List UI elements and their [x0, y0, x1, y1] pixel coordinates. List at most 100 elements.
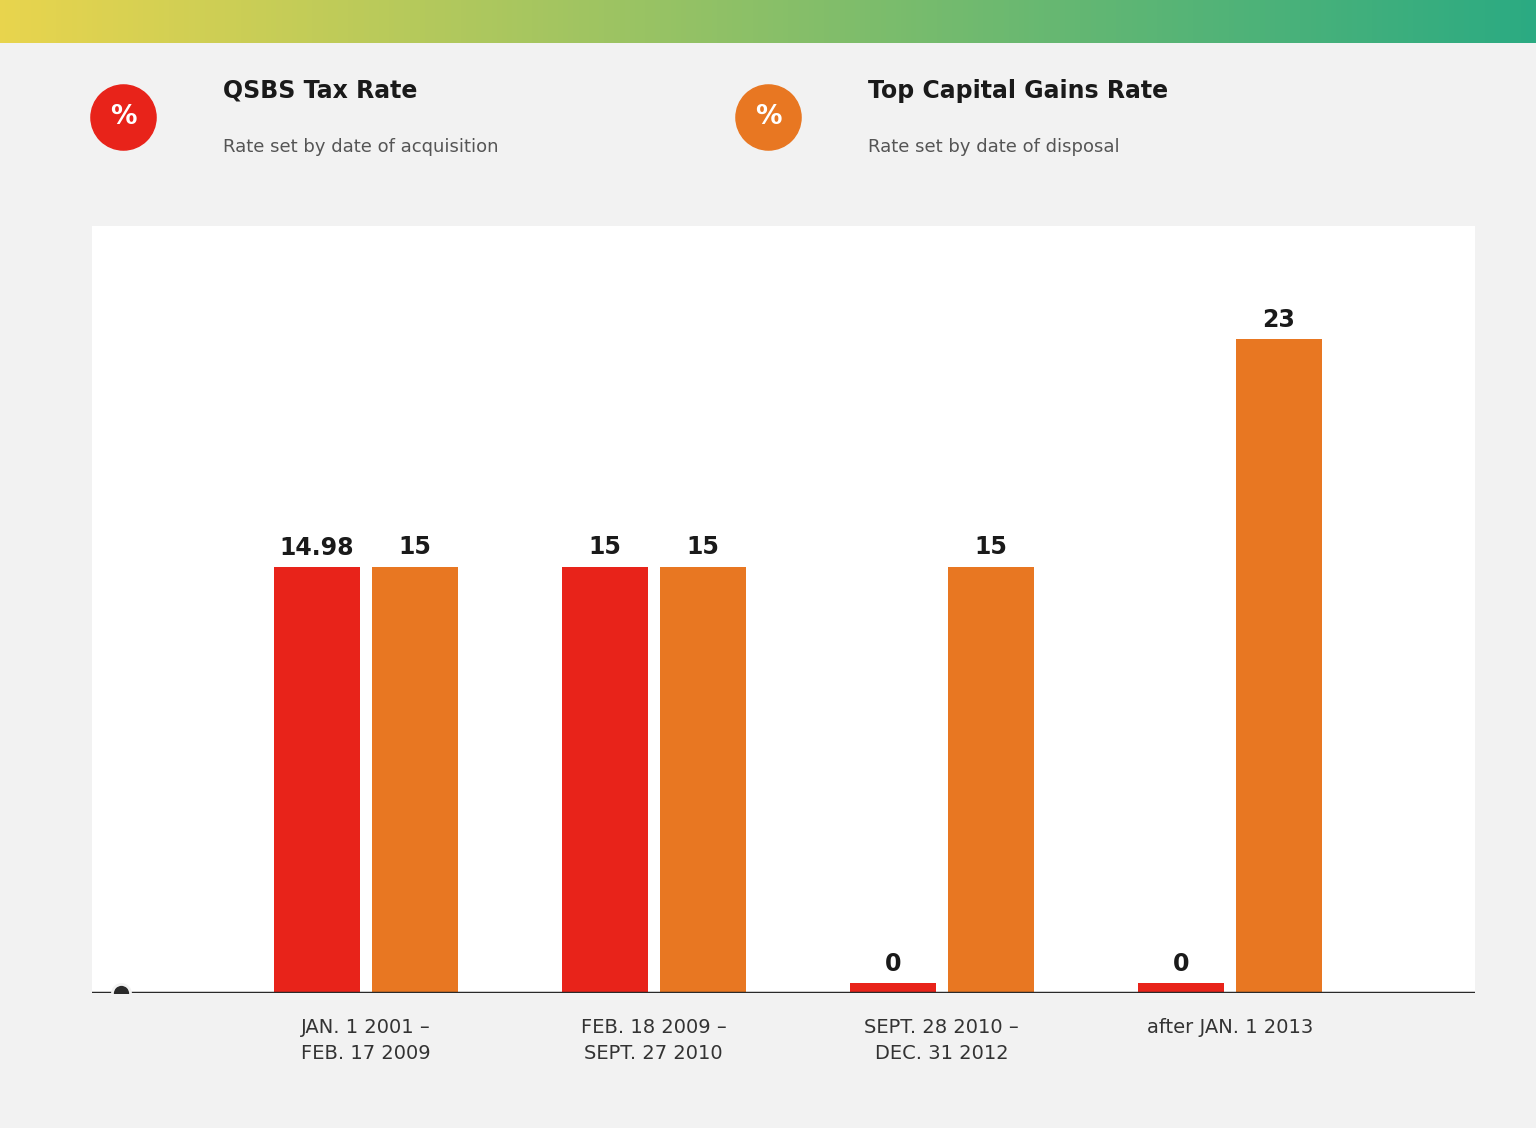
Bar: [680, 0, 687, 43]
Bar: [154, 0, 158, 43]
Bar: [112, 0, 118, 43]
Bar: [942, 0, 948, 43]
Bar: [149, 0, 154, 43]
Bar: [1424, 0, 1428, 43]
Bar: [118, 0, 123, 43]
Bar: [1521, 0, 1525, 43]
Bar: [594, 0, 599, 43]
Bar: [880, 0, 886, 43]
Bar: [952, 0, 957, 43]
Bar: [169, 0, 174, 43]
Bar: [1141, 0, 1147, 43]
Bar: [845, 0, 849, 43]
Bar: [1387, 0, 1393, 43]
Bar: [419, 0, 425, 43]
Bar: [1055, 0, 1060, 43]
Bar: [803, 0, 809, 43]
Bar: [1106, 0, 1111, 43]
Bar: [1316, 0, 1321, 43]
Bar: [783, 0, 788, 43]
Bar: [753, 0, 757, 43]
Bar: [1009, 0, 1014, 43]
Bar: [829, 0, 834, 43]
Bar: [1479, 0, 1485, 43]
Bar: [0, 0, 5, 43]
Bar: [1235, 340, 1322, 993]
Bar: [911, 0, 917, 43]
Bar: [1044, 0, 1049, 43]
Point: [756, 108, 780, 126]
Bar: [906, 0, 911, 43]
Bar: [435, 0, 441, 43]
Bar: [358, 0, 364, 43]
Bar: [46, 0, 51, 43]
Bar: [568, 0, 573, 43]
Bar: [983, 0, 988, 43]
Bar: [998, 0, 1003, 43]
Bar: [72, 0, 77, 43]
Bar: [1321, 0, 1326, 43]
Bar: [584, 0, 588, 43]
Bar: [757, 0, 763, 43]
Bar: [1418, 0, 1424, 43]
Bar: [1137, 0, 1141, 43]
Bar: [430, 0, 435, 43]
Bar: [1095, 0, 1101, 43]
Bar: [327, 0, 333, 43]
Bar: [553, 0, 558, 43]
Bar: [164, 0, 169, 43]
Bar: [1531, 0, 1536, 43]
Bar: [1224, 0, 1229, 43]
Bar: [1209, 0, 1213, 43]
Bar: [1470, 0, 1475, 43]
Bar: [57, 0, 61, 43]
Bar: [143, 0, 149, 43]
Bar: [773, 0, 779, 43]
Bar: [1126, 0, 1132, 43]
Bar: [963, 0, 968, 43]
Bar: [502, 0, 507, 43]
Text: 15: 15: [687, 536, 719, 559]
Bar: [825, 0, 829, 43]
Bar: [257, 0, 261, 43]
Bar: [849, 0, 856, 43]
Bar: [476, 0, 481, 43]
Bar: [487, 0, 492, 43]
Bar: [158, 0, 164, 43]
Bar: [11, 0, 15, 43]
Bar: [860, 0, 865, 43]
Bar: [876, 0, 880, 43]
Bar: [558, 0, 564, 43]
Bar: [338, 0, 343, 43]
Text: 14.98: 14.98: [280, 536, 355, 559]
Bar: [35, 0, 41, 43]
Bar: [1157, 0, 1163, 43]
Bar: [763, 0, 768, 43]
Bar: [1121, 0, 1126, 43]
Bar: [917, 0, 922, 43]
Bar: [26, 0, 31, 43]
Bar: [1516, 0, 1521, 43]
Bar: [77, 0, 81, 43]
Bar: [579, 0, 584, 43]
Text: 0: 0: [885, 952, 902, 976]
Bar: [456, 0, 461, 43]
Bar: [691, 0, 696, 43]
Bar: [261, 0, 266, 43]
Bar: [742, 0, 748, 43]
Bar: [799, 0, 803, 43]
Text: 0: 0: [1172, 952, 1189, 976]
Bar: [645, 0, 650, 43]
Bar: [273, 567, 359, 993]
Bar: [1332, 0, 1336, 43]
Bar: [241, 0, 246, 43]
Bar: [794, 0, 799, 43]
Bar: [1086, 0, 1091, 43]
Bar: [972, 0, 978, 43]
Bar: [1178, 0, 1183, 43]
Bar: [1040, 0, 1044, 43]
Bar: [389, 0, 395, 43]
Text: QSBS Tax Rate: QSBS Tax Rate: [223, 79, 418, 103]
Bar: [127, 0, 134, 43]
Bar: [1187, 0, 1193, 43]
